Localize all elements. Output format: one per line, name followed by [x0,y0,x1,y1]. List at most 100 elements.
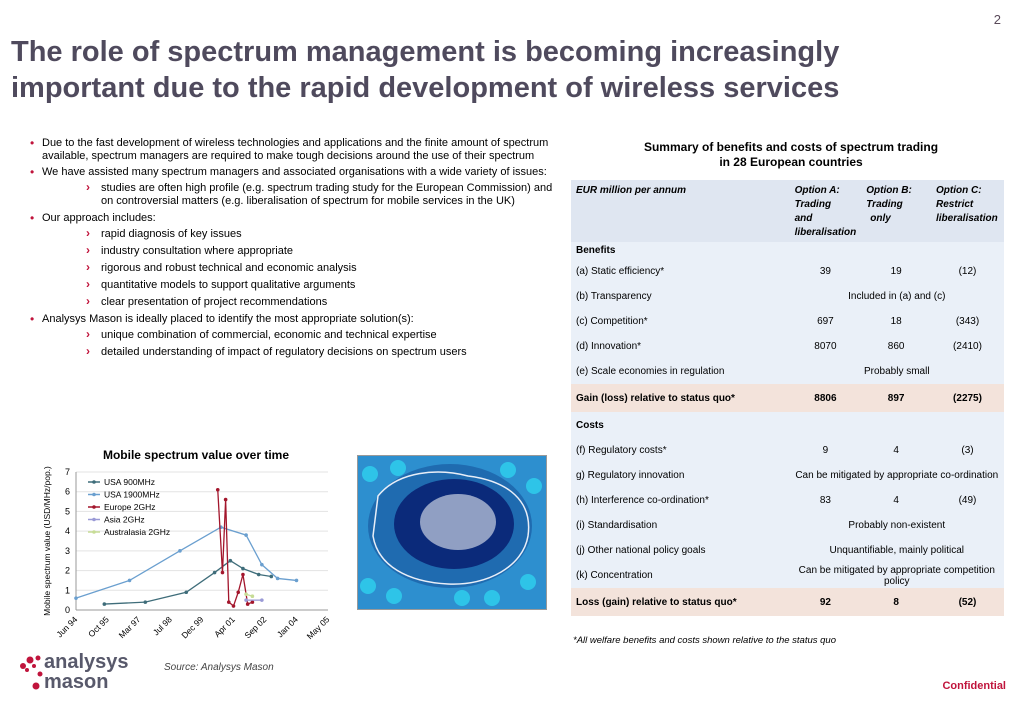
legend-label: USA 900MHz [104,477,155,487]
logo-text: analysys mason [44,652,129,692]
cell-span: Unquantifiable, mainly political [789,538,1004,563]
data-point [178,549,182,553]
table-row: (i) Standardisation Probably non-existent [571,513,1004,538]
x-tick-label: Dec 99 [179,614,205,640]
data-point [127,578,132,583]
logo-word-2: mason [44,671,109,693]
costs-heading: Costs [571,412,1004,438]
sub-bullet-item: unique combination of commercial, econom… [42,328,557,342]
page-number: 2 [993,12,1001,27]
cell-b: 897 [861,384,931,412]
bullet-list: Due to the fast development of wireless … [30,137,557,363]
table-title-line-1: Summary of benefits and costs of spectru… [643,140,939,154]
table-row: (j) Other national policy goals Unquantif… [571,538,1004,563]
x-tick-label: Apr 01 [212,614,237,639]
cell-a: 83 [789,488,862,513]
cell-c: (49) [931,488,1004,513]
sub-bullet-item: rapid diagnosis of key issues [42,227,557,241]
data-point [294,578,299,583]
table-footnote: *All welfare benefits and costs shown re… [573,635,836,646]
row-label: g) Regulatory innovation [571,463,790,488]
cell-c: (2275) [931,384,1004,412]
bullet-item: Our approach includes: [30,212,557,225]
data-point [220,570,225,575]
data-point [215,487,220,492]
x-tick-label: Jul 98 [151,614,174,637]
row-label: (c) Competition* [571,309,790,334]
row-label: (f) Regulatory costs* [571,438,790,463]
bullet-item: Analysys Mason is ideally placed to iden… [30,313,557,326]
y-tick-label: 3 [65,546,70,556]
legend-label: Europe 2GHz [104,502,156,512]
table-row: (d) Innovation* 8070 860 (2410) [571,334,1004,359]
cell-a: 92 [789,588,862,616]
row-label: Gain (loss) relative to status quo* [571,384,790,412]
table-row: (k) Concentration Can be mitigated by app… [571,563,1004,588]
sub-bullet-item: detailed understanding of impact of regu… [42,345,557,359]
section-row: Benefits [571,242,1004,259]
section-row: Costs [571,412,1004,438]
data-point [143,600,148,604]
cell-span: Probably non-existent [789,513,1004,538]
header-label: EUR million per annum [571,180,790,242]
cell-b: 8 [861,588,931,616]
x-tick-label: Jun 94 [54,614,79,639]
header-a-line: and [794,213,813,224]
data-point [223,497,228,502]
logo-word-1: analysys [44,651,129,673]
table-row: (b) Transparency Included in (a) and (c) [571,284,1004,309]
gain-total-row: Gain (loss) relative to status quo* 8806 8… [571,384,1004,412]
legend-label: USA 1900MHz [104,490,160,500]
data-point [102,602,107,606]
sub-bullet-item: rigorous and robust technical and econom… [42,261,557,275]
header-option-a: Option A: Trading and liberalisation [789,180,862,242]
legend-marker [92,505,96,509]
cell-b: 4 [861,488,931,513]
benefits-heading: Benefits [571,242,1004,259]
loss-total-row: Loss (gain) relative to status quo* 92 8 (5… [571,588,1004,616]
header-c-line: Restrict [936,199,974,210]
sub-bullet-item: quantitative models to support qualitati… [42,278,557,292]
header-b-line: Option B: [866,185,912,196]
cell-b: 860 [861,334,931,359]
data-point [184,590,189,595]
data-point [74,596,78,600]
cell-span: Can be mitigated by appropriate competit… [789,563,1004,588]
y-axis-label: Mobile spectrum value (USD/MHz/pop.) [42,466,52,616]
sub-bullet-item: studies are often high profile (e.g. spe… [42,181,557,208]
map-graphic [358,456,546,609]
sub-bullet-item: clear presentation of project recommenda… [42,295,557,309]
table-row: (f) Regulatory costs* 9 4 (3) [571,438,1004,463]
cell-c: (3) [931,438,1004,463]
header-a-line: Option A: [794,185,840,196]
legend-marker [92,480,96,484]
spectrum-value-chart: Mobile spectrum value over time 0 1 2 3 4 5 6 7… [40,448,340,648]
cell-c: (12) [931,259,1004,284]
data-point [269,574,274,579]
data-point [250,600,255,604]
y-tick-label: 0 [65,605,70,615]
logo-dots-icon [20,655,43,690]
chart-title: Mobile spectrum value over time [102,448,290,462]
sub-bullet-item: industry consultation where appropriate [42,244,557,258]
bullet-item: We have assisted many spectrum managers … [30,166,557,179]
interference-map-image [357,455,547,610]
header-c-line: liberalisation [936,213,998,224]
header-option-b: Option B: Trading only [861,180,931,242]
row-label: (b) Transparency [571,284,790,309]
data-point [241,566,245,571]
data-point [236,590,241,595]
header-b-line: only [870,213,891,224]
row-label: (h) Interference co-ordination* [571,488,790,513]
series-line [217,489,253,608]
source-note: Source: Analysys Mason [164,662,274,673]
row-label: (d) Innovation* [571,334,790,359]
bullet-item: Due to the fast development of wireless … [30,137,557,163]
data-point [244,598,248,602]
data-point [245,602,250,606]
data-point [256,572,261,577]
row-label: Loss (gain) relative to status quo* [571,588,790,616]
cell-span: Can be mitigated by appropriate co-ordin… [789,463,1004,488]
table-title-line-2: in 28 European countries [719,155,863,169]
table-row: (h) Interference co-ordination* 83 4 (49) [571,488,1004,513]
